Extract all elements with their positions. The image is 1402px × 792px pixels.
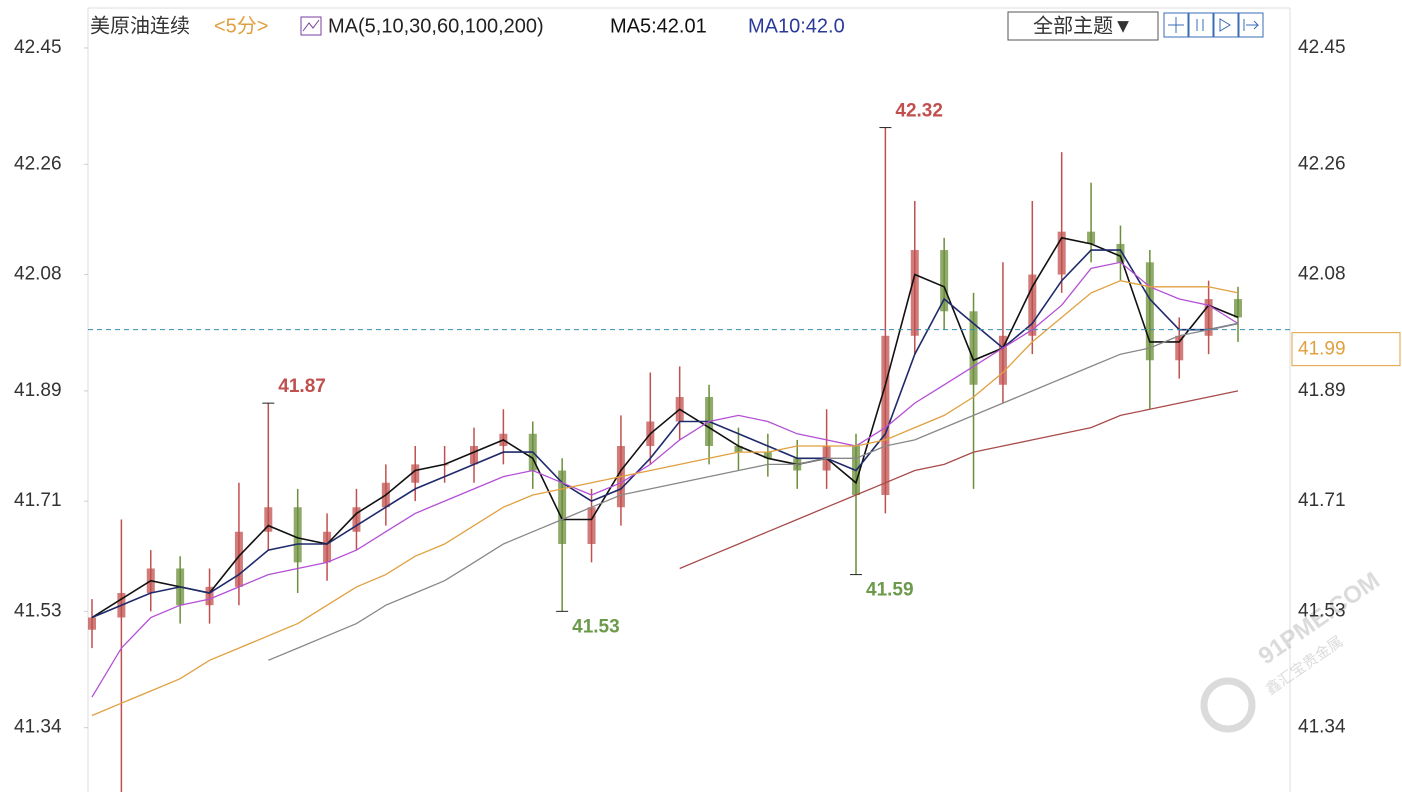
candle-body bbox=[969, 311, 978, 385]
last-price-box bbox=[1291, 332, 1401, 367]
indicator-icon[interactable] bbox=[300, 16, 322, 36]
y2-tick-label: 41.53 bbox=[1298, 600, 1346, 621]
candle-body bbox=[234, 531, 243, 587]
candle-body bbox=[1145, 262, 1154, 361]
ma5-label: MA5:42.01 bbox=[610, 15, 707, 37]
ma-line bbox=[91, 236, 1239, 619]
candle-body bbox=[323, 531, 332, 563]
ma-line bbox=[679, 390, 1239, 570]
candle-body bbox=[1028, 274, 1037, 336]
candle-body bbox=[1057, 231, 1066, 275]
ma-line bbox=[91, 249, 1239, 619]
candle-body bbox=[470, 446, 478, 465]
candle-body bbox=[587, 507, 596, 544]
symbol: 美原油连续 bbox=[90, 14, 190, 37]
y2-tick-label: 41.71 bbox=[1298, 490, 1346, 511]
last-price-label: 41.99 bbox=[1298, 339, 1346, 360]
y-tick-label: 41.34 bbox=[14, 717, 62, 738]
watermark: 91PME.COM 鑫汇宝贵金属 bbox=[1200, 567, 1385, 733]
indicator[interactable]: MA(5,10,30,60,100,200) bbox=[328, 15, 544, 37]
y-tick-label: 41.53 bbox=[14, 600, 62, 621]
candle-body bbox=[293, 507, 302, 563]
theme-button-label[interactable]: 全部主题▼ bbox=[1033, 14, 1133, 37]
y-tick-label: 42.08 bbox=[14, 264, 62, 285]
candle-body bbox=[881, 335, 890, 495]
extreme-label: 41.53 bbox=[572, 616, 620, 637]
extreme-label: 42.32 bbox=[895, 101, 943, 122]
watermark-logo bbox=[1200, 677, 1256, 733]
y2-tick-label: 41.34 bbox=[1298, 717, 1346, 738]
toolbar bbox=[1163, 12, 1264, 38]
y-tick-label: 42.45 bbox=[14, 37, 62, 58]
candle-body bbox=[264, 507, 273, 532]
tool-button[interactable] bbox=[1188, 12, 1214, 38]
y2-tick-label: 42.26 bbox=[1298, 153, 1346, 174]
y-tick-label: 42.26 bbox=[14, 153, 62, 174]
theme-button[interactable] bbox=[1007, 11, 1159, 41]
candle-body bbox=[910, 250, 919, 336]
candle-body bbox=[998, 335, 1007, 385]
candle-body bbox=[1234, 299, 1242, 318]
candle-body bbox=[940, 250, 949, 312]
candle-body bbox=[411, 464, 420, 483]
candles bbox=[88, 127, 1242, 792]
candle-body bbox=[1204, 299, 1213, 336]
extreme-label: 41.87 bbox=[278, 376, 326, 397]
y2-tick-label: 42.08 bbox=[1298, 264, 1346, 285]
candle-body bbox=[352, 507, 361, 532]
indicator-icon-line bbox=[302, 19, 320, 32]
y-tick-label: 41.71 bbox=[14, 490, 62, 511]
candle-body bbox=[1116, 243, 1125, 263]
extreme-label: 41.59 bbox=[866, 580, 914, 601]
candle-body bbox=[1175, 335, 1184, 361]
y-tick-label: 41.89 bbox=[14, 380, 62, 401]
candle-body bbox=[1087, 231, 1096, 244]
ma-line bbox=[268, 322, 1239, 661]
ma-line bbox=[91, 261, 1239, 698]
candle-body bbox=[205, 586, 214, 606]
y2-tick-label: 41.89 bbox=[1298, 380, 1346, 401]
ma-line bbox=[91, 280, 1239, 717]
tool-icons bbox=[1168, 17, 1260, 33]
candle-body bbox=[558, 470, 567, 544]
period[interactable]: <5分> bbox=[214, 14, 268, 37]
candle-body bbox=[88, 617, 96, 630]
candle-body bbox=[763, 452, 772, 459]
ma10-label: MA10:42.0 bbox=[748, 15, 845, 37]
y2-tick-label: 42.45 bbox=[1298, 37, 1346, 58]
candle-body bbox=[734, 446, 743, 453]
